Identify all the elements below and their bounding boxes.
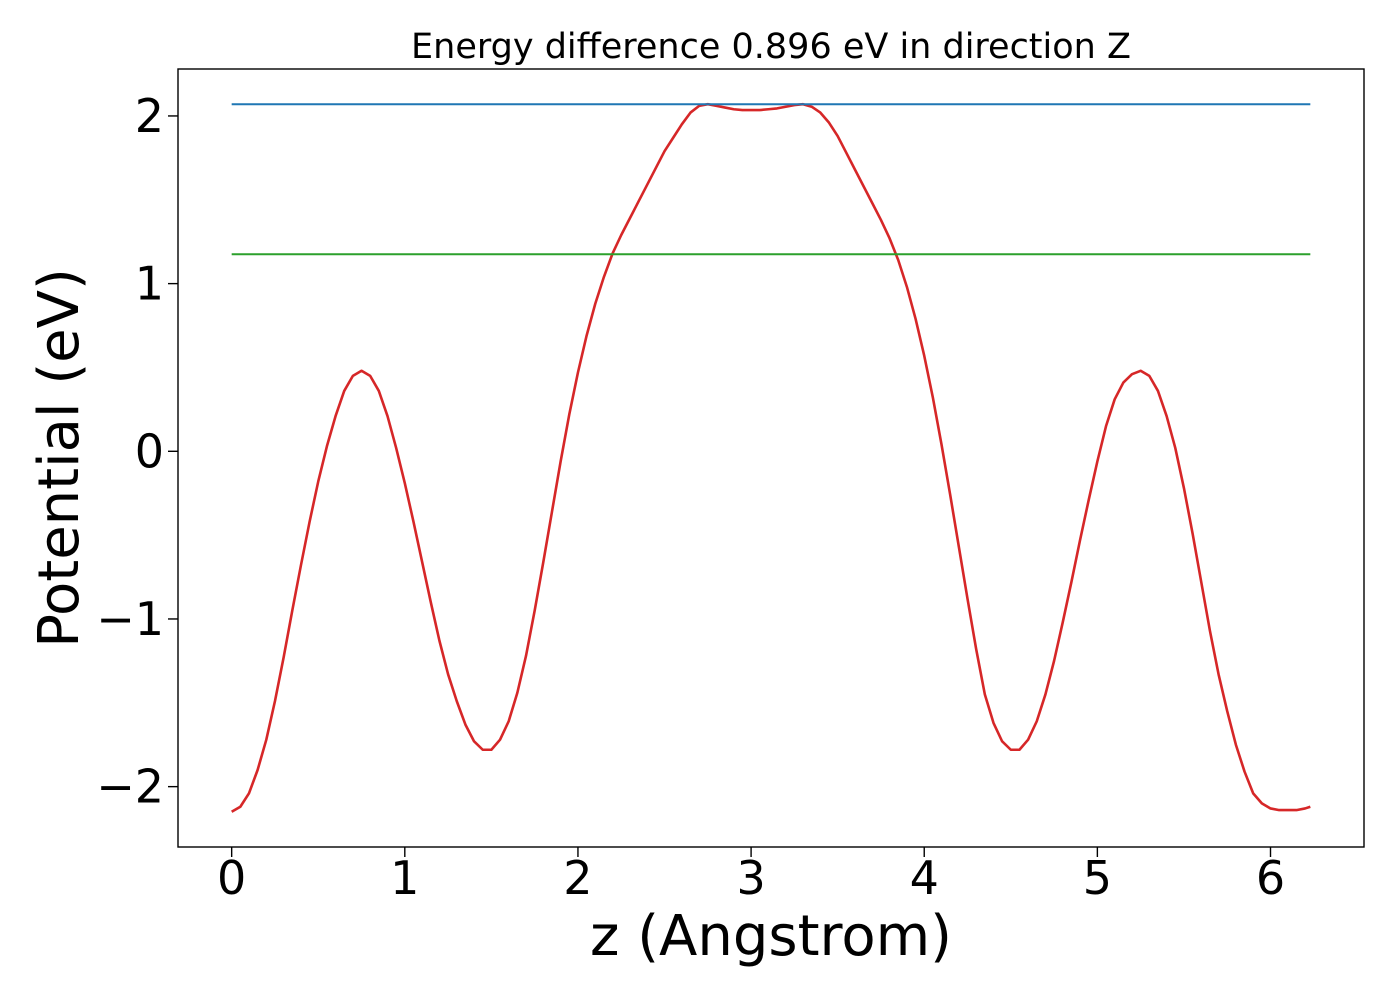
x-tick-label: 6 bbox=[1256, 851, 1285, 905]
series-line-1 bbox=[231, 102, 1311, 813]
x-axis: 0 1 2 3 4 5 6 bbox=[217, 847, 1285, 905]
x-tick-label: 3 bbox=[736, 851, 765, 905]
x-tick-label: 5 bbox=[1083, 851, 1112, 905]
y-tick-label: 0 bbox=[135, 424, 164, 478]
x-tick-label: 1 bbox=[390, 851, 419, 905]
chart-title: Energy difference 0.896 eV in direction … bbox=[411, 27, 1131, 67]
plot-area-frame bbox=[177, 68, 1365, 848]
y-axis-label: Potential (eV) bbox=[27, 268, 92, 648]
series-layer bbox=[231, 102, 1311, 813]
y-tick-label: −1 bbox=[96, 592, 164, 646]
y-tick-label: 2 bbox=[135, 89, 164, 143]
y-tick-label: −2 bbox=[96, 760, 164, 814]
y-axis: −2 −1 0 1 2 bbox=[96, 89, 178, 814]
y-tick-label: 1 bbox=[135, 257, 164, 311]
x-tick-label: 0 bbox=[217, 851, 246, 905]
x-tick-label: 2 bbox=[563, 851, 592, 905]
x-axis-label: z (Angstrom) bbox=[590, 904, 952, 969]
x-tick-label: 4 bbox=[910, 851, 939, 905]
